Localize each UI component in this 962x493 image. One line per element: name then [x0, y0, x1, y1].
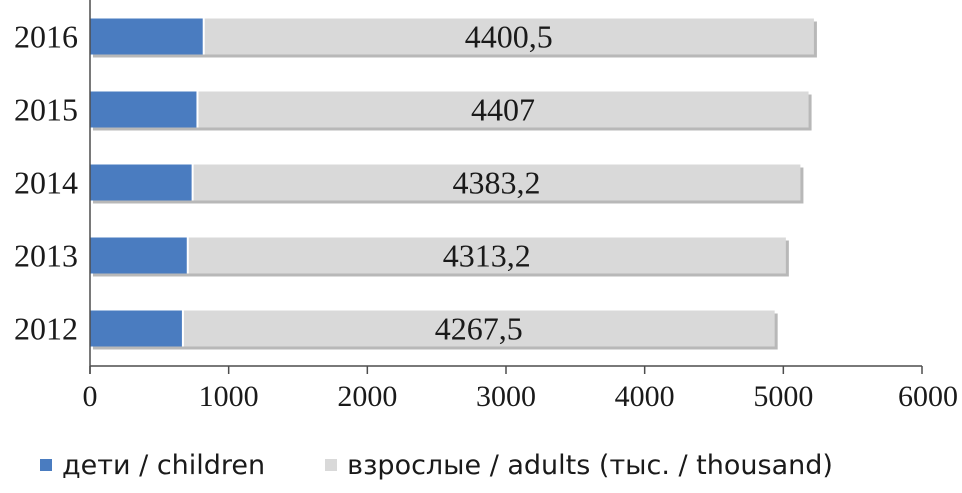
labels-layer: 4400,5 2016 4407 2015 4383,2 2014 4313,2 2013 42…	[14, 19, 553, 347]
bar-children-2015	[90, 91, 198, 128]
legend-label-adults: взрослые / adults (тыс. / thousand)	[347, 449, 833, 481]
data-label-adults-2012: 4267,5	[435, 311, 523, 347]
x-tick-label-0: 0	[83, 380, 98, 413]
category-label-2013: 2013	[14, 238, 78, 274]
bar-children-2016	[90, 18, 204, 55]
bar-adults-2013	[187, 237, 786, 274]
data-label-adults-2016: 4400,5	[465, 19, 553, 55]
bar-children-2014	[90, 164, 193, 201]
x-tick-label-6000: 6000	[898, 380, 958, 413]
x-tick-label-4000: 4000	[615, 380, 675, 413]
legend-label-children: дети / children	[62, 449, 266, 481]
x-tick-label-3000: 3000	[476, 380, 536, 413]
category-label-2012: 2012	[14, 311, 78, 347]
bar-adults-2015	[197, 91, 809, 128]
legend-item-adults: взрослые / adults (тыс. / thousand)	[325, 450, 833, 481]
x-tick-label-2000: 2000	[337, 380, 397, 413]
axis-layer: 0 1000 2000 3000 4000 5000 6000	[83, 0, 958, 413]
category-label-2014: 2014	[14, 165, 78, 201]
category-label-2015: 2015	[14, 92, 78, 128]
legend-swatch-adults	[325, 459, 338, 471]
legend: дети / children взрослые / adults (тыс. …	[40, 448, 833, 482]
bar-children-2012	[90, 310, 183, 347]
x-tick-label-1000: 1000	[199, 380, 259, 413]
bar-adults-2012	[182, 310, 775, 347]
x-tick-label-5000: 5000	[753, 380, 813, 413]
category-label-2016: 2016	[14, 19, 78, 55]
data-label-adults-2015: 4407	[471, 92, 535, 128]
bar-children-2013	[90, 237, 188, 274]
bar-adults-2014	[192, 164, 801, 201]
data-label-adults-2014: 4383,2	[453, 165, 541, 201]
data-label-adults-2013: 4313,2	[443, 238, 531, 274]
legend-swatch-children	[40, 459, 52, 471]
bars-layer	[90, 18, 817, 350]
legend-item-children: дети / children	[40, 450, 265, 481]
bar-adults-2016	[203, 18, 814, 55]
